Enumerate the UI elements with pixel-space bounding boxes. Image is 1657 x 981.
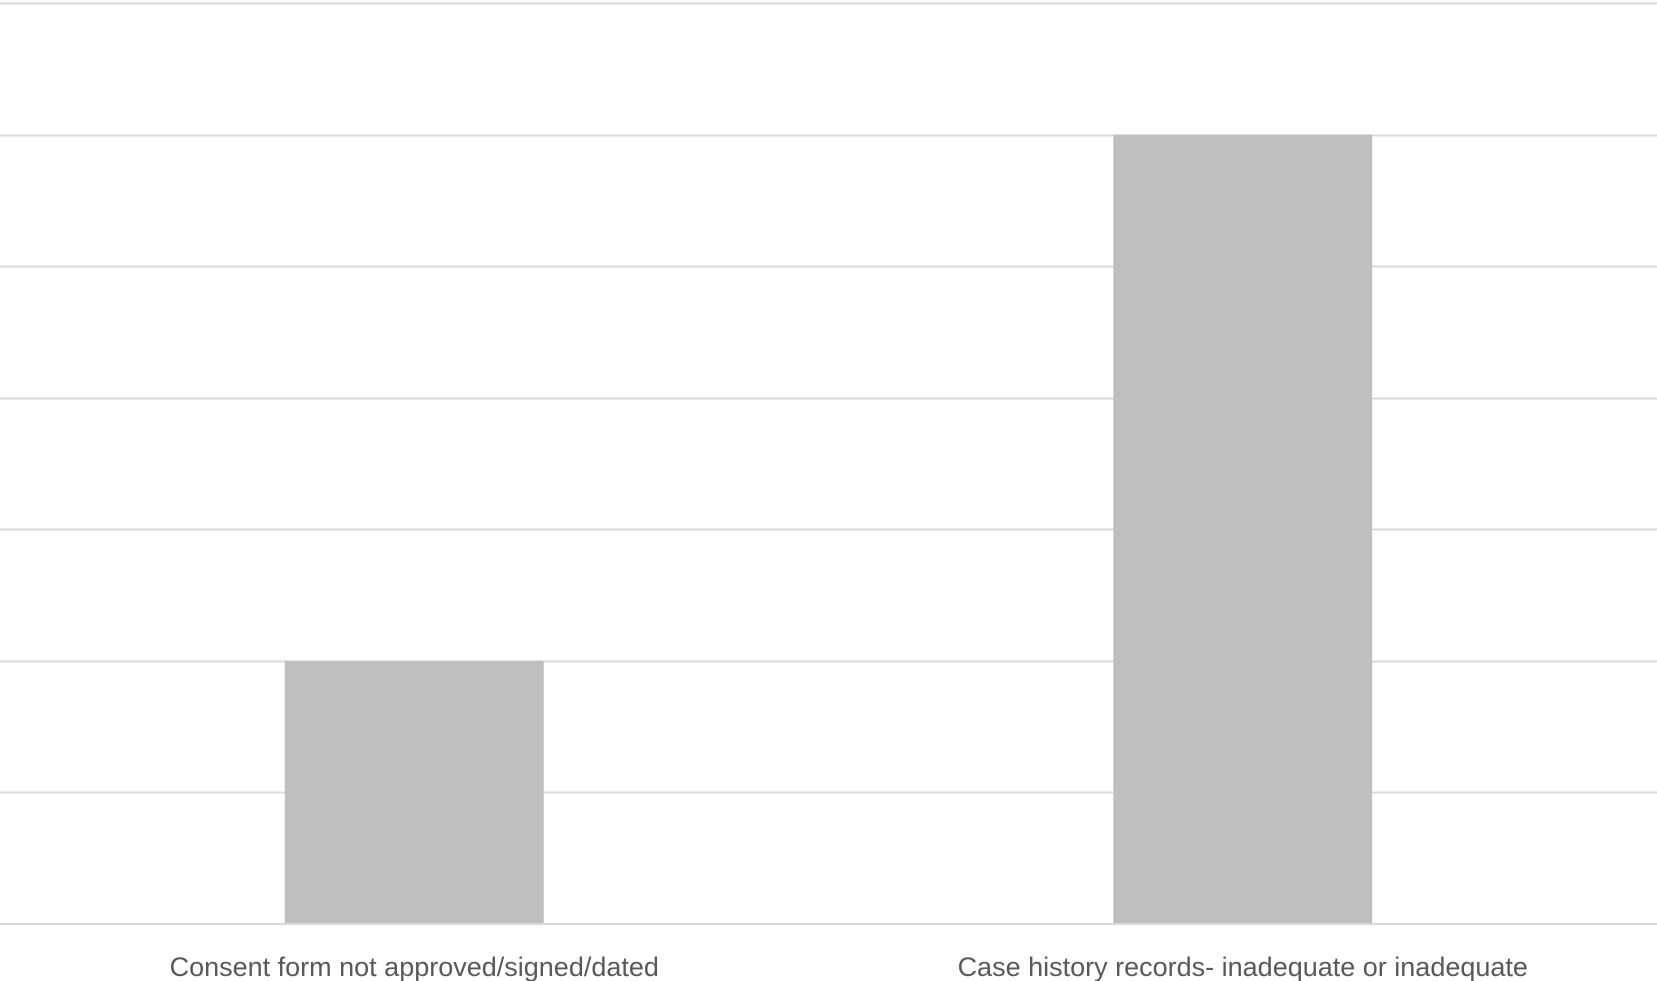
gridlines <box>0 2 1657 794</box>
x-tick-labels: Consent form not approved/signed/dated C… <box>170 952 1528 981</box>
bar-2 <box>1113 134 1373 925</box>
bars <box>284 134 1373 925</box>
x-tick-label-case-history: Case history records- inadequate or inad… <box>958 952 1528 981</box>
bar-1 <box>284 660 544 924</box>
x-tick-label-consent-form: Consent form not approved/signed/dated <box>170 952 659 981</box>
